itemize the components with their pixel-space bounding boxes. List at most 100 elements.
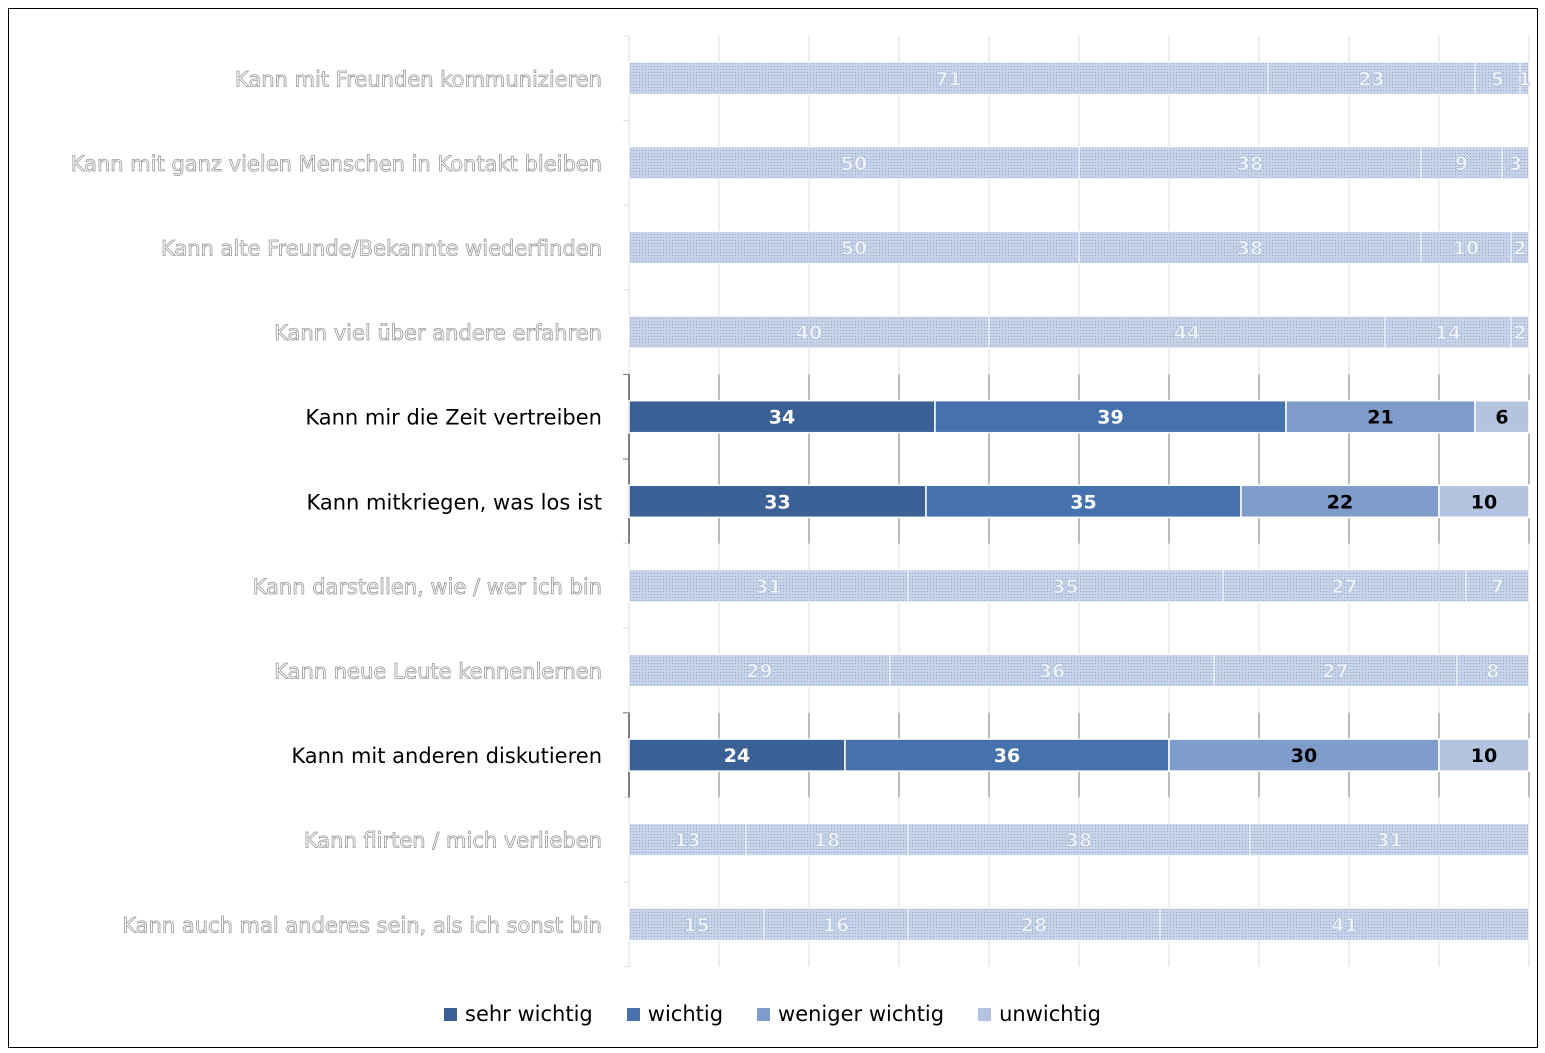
value-label: 21 <box>1367 407 1393 429</box>
value-label: 35 <box>1052 576 1078 598</box>
value-label: 28 <box>1021 914 1047 936</box>
value-label: 10 <box>1471 745 1497 767</box>
legend-item: wichtig <box>626 1002 724 1026</box>
bar-segment <box>1438 738 1530 772</box>
legend-label: weniger wichtig <box>778 1002 945 1026</box>
bar-segment <box>1249 823 1530 857</box>
bar-segment <box>1438 484 1530 519</box>
value-label: 10 <box>1471 491 1497 513</box>
bar-segment <box>628 399 936 434</box>
bar-segment <box>1168 738 1440 772</box>
category-label: Kann mit ganz vielen Menschen in Kontakt… <box>71 152 602 176</box>
value-label: 33 <box>764 491 790 513</box>
category-label: Kann viel über andere erfahren <box>274 321 602 345</box>
legend-item: weniger wichtig <box>757 1002 944 1026</box>
value-label: 1 <box>1518 68 1531 90</box>
bar-segment <box>925 484 1242 519</box>
value-label: 9 <box>1455 153 1468 175</box>
value-label: 34 <box>769 407 795 429</box>
legend-label: sehr wichtig <box>465 1002 593 1026</box>
legend-swatch <box>978 1007 992 1021</box>
bar-segment <box>628 231 1080 264</box>
bar-segment <box>628 484 927 519</box>
bar-segment <box>1240 484 1440 519</box>
bar-segment <box>988 315 1386 349</box>
value-label: 2 <box>1513 322 1526 344</box>
bars <box>628 61 1530 941</box>
value-label: 41 <box>1331 914 1357 936</box>
bar-segment <box>1078 146 1422 180</box>
bar-segment <box>1420 231 1512 264</box>
bar-segment <box>628 569 909 603</box>
bar-segment <box>745 823 909 857</box>
value-label: 71 <box>935 68 961 90</box>
bar-segment <box>628 907 765 941</box>
value-label: 16 <box>823 914 849 936</box>
value-label: 22 <box>1327 491 1353 513</box>
legend-item: sehr wichtig <box>444 1002 593 1026</box>
bar-segment <box>889 654 1215 687</box>
bar-segment <box>628 738 846 772</box>
value-label: 6 <box>1495 407 1508 429</box>
legend: sehr wichtig wichtig weniger wichtig unwich… <box>0 1002 1545 1026</box>
bar-segment <box>1384 315 1512 349</box>
value-label: 30 <box>1291 745 1317 767</box>
value-label: 31 <box>1376 830 1402 852</box>
value-label: 24 <box>724 745 750 767</box>
bar-segment <box>907 823 1251 857</box>
value-label: 7 <box>1491 576 1504 598</box>
value-label: 50 <box>841 238 867 260</box>
labels: Kann mit Freunden kommunizieren 71 23 5 1Kan… <box>70 67 1531 938</box>
value-label: 23 <box>1358 68 1384 90</box>
category-label: Kann mir die Zeit vertreiben <box>305 406 602 430</box>
category-label: Kann mitkriegen, was los ist <box>306 490 602 514</box>
value-label: 8 <box>1486 661 1499 683</box>
value-label: 40 <box>796 322 822 344</box>
category-label: Kann auch mal anderes sein, als ich sons… <box>122 913 602 937</box>
category-label: Kann darstellen, wie / wer ich bin <box>253 575 602 599</box>
value-label: 3 <box>1509 153 1522 175</box>
category-label: Kann mit anderen diskutieren <box>291 744 602 768</box>
value-label: 38 <box>1237 238 1263 260</box>
value-label: 44 <box>1174 322 1200 344</box>
value-label: 15 <box>683 914 709 936</box>
bar-segment <box>1519 61 1530 95</box>
bar-segment <box>763 907 909 941</box>
value-label: 27 <box>1331 576 1357 598</box>
bar-segment <box>1474 399 1530 434</box>
value-label: 27 <box>1322 661 1348 683</box>
legend-swatch <box>444 1007 458 1021</box>
legend-label: unwichtig <box>999 1002 1101 1026</box>
legend-item: unwichtig <box>978 1002 1101 1026</box>
legend-label: wichtig <box>647 1002 724 1026</box>
value-label: 50 <box>841 153 867 175</box>
chart-frame <box>8 8 1538 1048</box>
value-label: 14 <box>1435 322 1461 344</box>
legend-swatch <box>757 1007 771 1021</box>
value-label: 38 <box>1237 153 1263 175</box>
value-label: 5 <box>1491 68 1504 90</box>
value-label: 39 <box>1097 407 1123 429</box>
value-label: 36 <box>994 745 1020 767</box>
bar-segment <box>1465 569 1530 603</box>
bar-segment <box>907 907 1161 941</box>
value-label: 36 <box>1039 661 1065 683</box>
bar-segment <box>1420 146 1503 180</box>
bar-segment <box>628 61 1269 95</box>
bar-segment <box>628 823 747 857</box>
value-label: 13 <box>674 830 700 852</box>
bar-segment <box>1456 654 1530 687</box>
bar-segment <box>628 315 990 349</box>
value-label: 35 <box>1070 491 1096 513</box>
bar-segment <box>1510 231 1530 264</box>
bar-segment <box>1267 61 1476 95</box>
value-label: 29 <box>746 661 772 683</box>
legend-swatch <box>626 1007 640 1021</box>
value-label: 31 <box>755 576 781 598</box>
category-label: Kann flirten / mich verlieben <box>304 829 602 853</box>
bar-segment <box>1501 146 1530 180</box>
category-label: Kann neue Leute kennenlernen <box>274 660 602 684</box>
bar-segment <box>1159 907 1530 941</box>
category-label: Kann alte Freunde/Bekannte wiederfinden <box>161 237 602 261</box>
value-label: 18 <box>814 830 840 852</box>
